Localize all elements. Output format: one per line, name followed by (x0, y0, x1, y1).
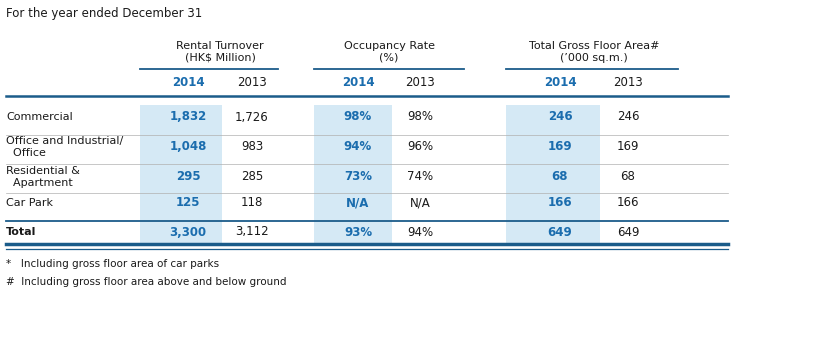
Text: 246: 246 (617, 111, 639, 123)
Text: Rental Turnover
(HK$ Million): Rental Turnover (HK$ Million) (176, 41, 264, 63)
Text: 649: 649 (617, 225, 639, 238)
Text: 166: 166 (617, 197, 639, 210)
Bar (314, 105, 392, 244)
Text: 74%: 74% (407, 171, 433, 184)
Text: *   Including gross floor area of car parks: * Including gross floor area of car park… (6, 259, 219, 269)
Text: 2014: 2014 (342, 76, 374, 89)
Text: 983: 983 (241, 140, 263, 153)
Text: 295: 295 (176, 171, 200, 184)
Text: 94%: 94% (407, 225, 433, 238)
Text: 2014: 2014 (172, 76, 204, 89)
Text: 3,300: 3,300 (169, 225, 207, 238)
Text: 2013: 2013 (237, 76, 267, 89)
Bar (140, 105, 222, 244)
Text: For the year ended December 31: For the year ended December 31 (6, 8, 202, 21)
Text: 98%: 98% (344, 111, 372, 123)
Text: N/A: N/A (346, 197, 370, 210)
Text: 166: 166 (548, 197, 572, 210)
Text: Office and Industrial/
  Office: Office and Industrial/ Office (6, 136, 123, 158)
Text: Total Gross Floor Area#
(’000 sq.m.): Total Gross Floor Area# (’000 sq.m.) (529, 41, 659, 63)
Text: 649: 649 (548, 225, 572, 238)
Text: 125: 125 (176, 197, 200, 210)
Text: Occupancy Rate
(%): Occupancy Rate (%) (344, 41, 435, 63)
Text: 169: 169 (617, 140, 639, 153)
Text: 285: 285 (241, 171, 263, 184)
Text: 2014: 2014 (544, 76, 576, 89)
Text: 73%: 73% (344, 171, 372, 184)
Text: #  Including gross floor area above and below ground: # Including gross floor area above and b… (6, 277, 287, 287)
Text: Commercial: Commercial (6, 112, 72, 122)
Text: Car Park: Car Park (6, 198, 53, 208)
Text: N/A: N/A (409, 197, 431, 210)
Text: 118: 118 (241, 197, 263, 210)
Text: 98%: 98% (407, 111, 433, 123)
Text: 1,048: 1,048 (169, 140, 207, 153)
Text: 1,832: 1,832 (169, 111, 207, 123)
Text: Total: Total (6, 227, 37, 237)
Bar (506, 105, 600, 244)
Text: 169: 169 (548, 140, 572, 153)
Text: 2013: 2013 (405, 76, 435, 89)
Text: 246: 246 (548, 111, 572, 123)
Text: 96%: 96% (407, 140, 433, 153)
Text: 68: 68 (552, 171, 568, 184)
Text: 1,726: 1,726 (235, 111, 269, 123)
Text: 93%: 93% (344, 225, 372, 238)
Text: 3,112: 3,112 (235, 225, 269, 238)
Text: 68: 68 (620, 171, 636, 184)
Text: Residential &
  Apartment: Residential & Apartment (6, 166, 80, 188)
Text: 2013: 2013 (613, 76, 643, 89)
Text: 94%: 94% (344, 140, 372, 153)
